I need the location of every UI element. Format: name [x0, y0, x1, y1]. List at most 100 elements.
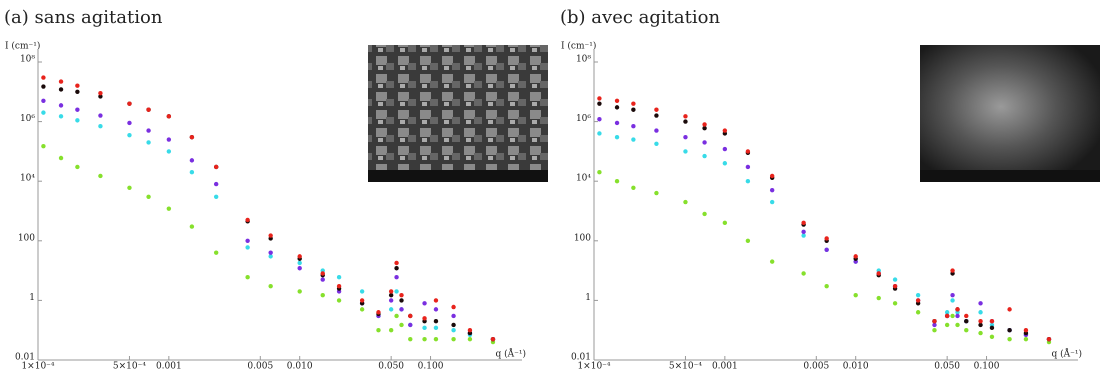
data-point — [597, 170, 602, 175]
data-point — [932, 322, 937, 328]
data-point — [722, 161, 728, 166]
image-caption-bar — [920, 170, 1100, 182]
data-point — [631, 124, 636, 129]
data-point — [631, 107, 636, 112]
data-point — [189, 170, 195, 175]
data-point — [614, 105, 620, 110]
data-point — [631, 101, 636, 106]
data-point — [964, 313, 969, 319]
data-point — [320, 277, 325, 282]
data-point — [268, 283, 273, 289]
data-point — [75, 89, 80, 95]
data-point — [892, 301, 898, 306]
data-point — [722, 128, 728, 133]
data-point — [359, 307, 365, 312]
data-point — [451, 304, 456, 310]
x-tick-label: 1×10⁻⁴ — [21, 362, 54, 372]
data-point — [268, 254, 273, 259]
data-point — [245, 217, 250, 223]
data-point — [336, 283, 342, 289]
y-tick-label: 0.01 — [571, 353, 591, 363]
data-point — [433, 336, 439, 342]
data-point — [978, 301, 983, 306]
data-point — [950, 268, 955, 273]
data-point — [876, 295, 881, 301]
sem-image — [368, 45, 548, 182]
data-point — [683, 199, 688, 205]
data-point — [433, 319, 439, 324]
data-point — [388, 289, 394, 294]
data-point — [801, 220, 806, 226]
data-point — [1023, 328, 1029, 333]
data-point — [408, 313, 413, 319]
data-point — [388, 307, 394, 312]
data-point — [451, 313, 456, 319]
data-point — [41, 75, 46, 80]
data-point — [41, 98, 46, 103]
data-point — [388, 292, 394, 298]
data-point — [41, 110, 46, 115]
data-point — [146, 128, 151, 133]
y-tick-label: 100 — [18, 233, 35, 243]
chart-title: (b) avec agitation — [560, 7, 720, 28]
data-point — [597, 96, 602, 101]
data-point — [654, 128, 659, 133]
data-point — [422, 325, 427, 331]
data-point — [320, 292, 325, 298]
x-axis-label: q (Å⁻¹) — [1051, 348, 1082, 360]
data-point — [268, 233, 273, 238]
y-tick-label: 10⁸ — [576, 55, 591, 65]
data-point — [853, 254, 858, 259]
data-point — [702, 126, 707, 131]
data-point — [950, 313, 955, 319]
data-point — [166, 149, 172, 154]
data-point — [213, 164, 219, 170]
y-tick-label: 0.01 — [15, 353, 35, 363]
data-point — [399, 298, 404, 303]
data-point — [702, 122, 707, 127]
data-point — [451, 336, 456, 342]
data-point — [614, 98, 620, 103]
data-point — [433, 325, 439, 331]
data-point — [614, 134, 620, 140]
data-point — [433, 307, 439, 312]
data-point — [955, 307, 960, 312]
data-point — [399, 307, 404, 312]
data-point — [978, 310, 983, 315]
data-point — [978, 319, 983, 324]
data-point — [467, 336, 473, 342]
data-point — [824, 283, 829, 289]
data-point — [769, 259, 775, 264]
data-point — [58, 114, 64, 119]
data-point — [388, 328, 394, 333]
data-point — [915, 298, 921, 303]
data-point — [722, 146, 728, 152]
data-point — [75, 118, 80, 123]
data-point — [75, 83, 80, 88]
data-point — [58, 87, 64, 92]
data-point — [245, 238, 250, 243]
data-point — [950, 298, 955, 303]
data-point — [915, 310, 921, 315]
data-point — [399, 322, 404, 328]
x-tick-label: 0.050 — [934, 362, 960, 372]
data-point — [683, 149, 688, 154]
data-point — [964, 319, 969, 324]
data-point — [394, 313, 399, 319]
x-tick-label: 0.050 — [378, 362, 404, 372]
data-point — [989, 325, 995, 331]
y-tick-label: 10⁶ — [576, 114, 591, 124]
data-point — [722, 220, 728, 226]
data-point — [422, 301, 427, 306]
data-point — [166, 137, 172, 142]
data-point — [408, 322, 413, 328]
data-point — [433, 298, 439, 303]
data-point — [394, 275, 399, 280]
data-point — [213, 181, 219, 187]
data-point — [297, 266, 302, 271]
data-point — [683, 119, 688, 124]
y-tick-label: 10⁴ — [576, 174, 591, 184]
data-point — [245, 275, 250, 280]
data-point — [394, 260, 399, 266]
